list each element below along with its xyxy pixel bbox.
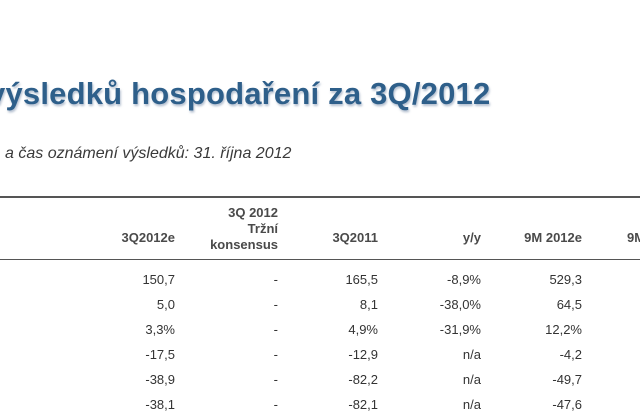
table-header-rule (0, 259, 640, 260)
table-cell: 8,1 (359, 297, 378, 312)
table-cell: -17,5 (145, 347, 175, 362)
table-cell: 529,3 (549, 272, 582, 287)
table-cell: -38,9 (145, 372, 175, 387)
results-table: 3Q2012e 3Q 2012 Tržní konsensus 3Q2011 y… (0, 196, 640, 420)
table-cell: - (273, 397, 278, 412)
table-cell: 12,2% (545, 322, 582, 337)
header-9m: 9M (627, 230, 640, 245)
table-cell: -8,9% (447, 272, 481, 287)
table-cell: 5,0 (156, 297, 175, 312)
table-cell: - (273, 372, 278, 387)
table-cell: 165,5 (345, 272, 378, 287)
table-cell: 150,7 (142, 272, 175, 287)
page-subtitle: a čas oznámení výsledků: 31. října 2012 (5, 145, 292, 162)
header-9m2012e: 9M 2012e (524, 230, 582, 245)
header-consensus: 3Q 2012 Tržní konsensus (210, 205, 278, 252)
table-cell: 3,3% (145, 322, 175, 337)
table-cell: 64,5 (556, 297, 582, 312)
page-title: výsledků hospodaření za 3Q/2012 (0, 76, 491, 111)
header-3q2011: 3Q2011 (332, 230, 378, 245)
table-top-rule (0, 196, 640, 198)
table-cell: -4,2 (559, 347, 582, 362)
table-cell: n/a (462, 372, 481, 387)
table-cell: -31,9% (439, 322, 481, 337)
table-cell: n/a (462, 397, 481, 412)
table-cell: - (273, 272, 278, 287)
table-cell: -47,6 (552, 397, 582, 412)
table-cell: -49,7 (552, 372, 582, 387)
table-cell: -82,1 (348, 397, 378, 412)
header-3q2012e: 3Q2012e (121, 230, 176, 245)
table-cell: - (273, 297, 278, 312)
table-cell: - (273, 322, 278, 337)
table-cell: -82,2 (348, 372, 378, 387)
table-cell: - (273, 347, 278, 362)
table-cell: -12,9 (348, 347, 378, 362)
header-yy: y/y (462, 230, 481, 245)
table-cell: -38,1 (145, 397, 175, 412)
table-cell: n/a (462, 347, 481, 362)
table-cell: 4,9% (348, 322, 378, 337)
table-cell: -38,0% (439, 297, 481, 312)
